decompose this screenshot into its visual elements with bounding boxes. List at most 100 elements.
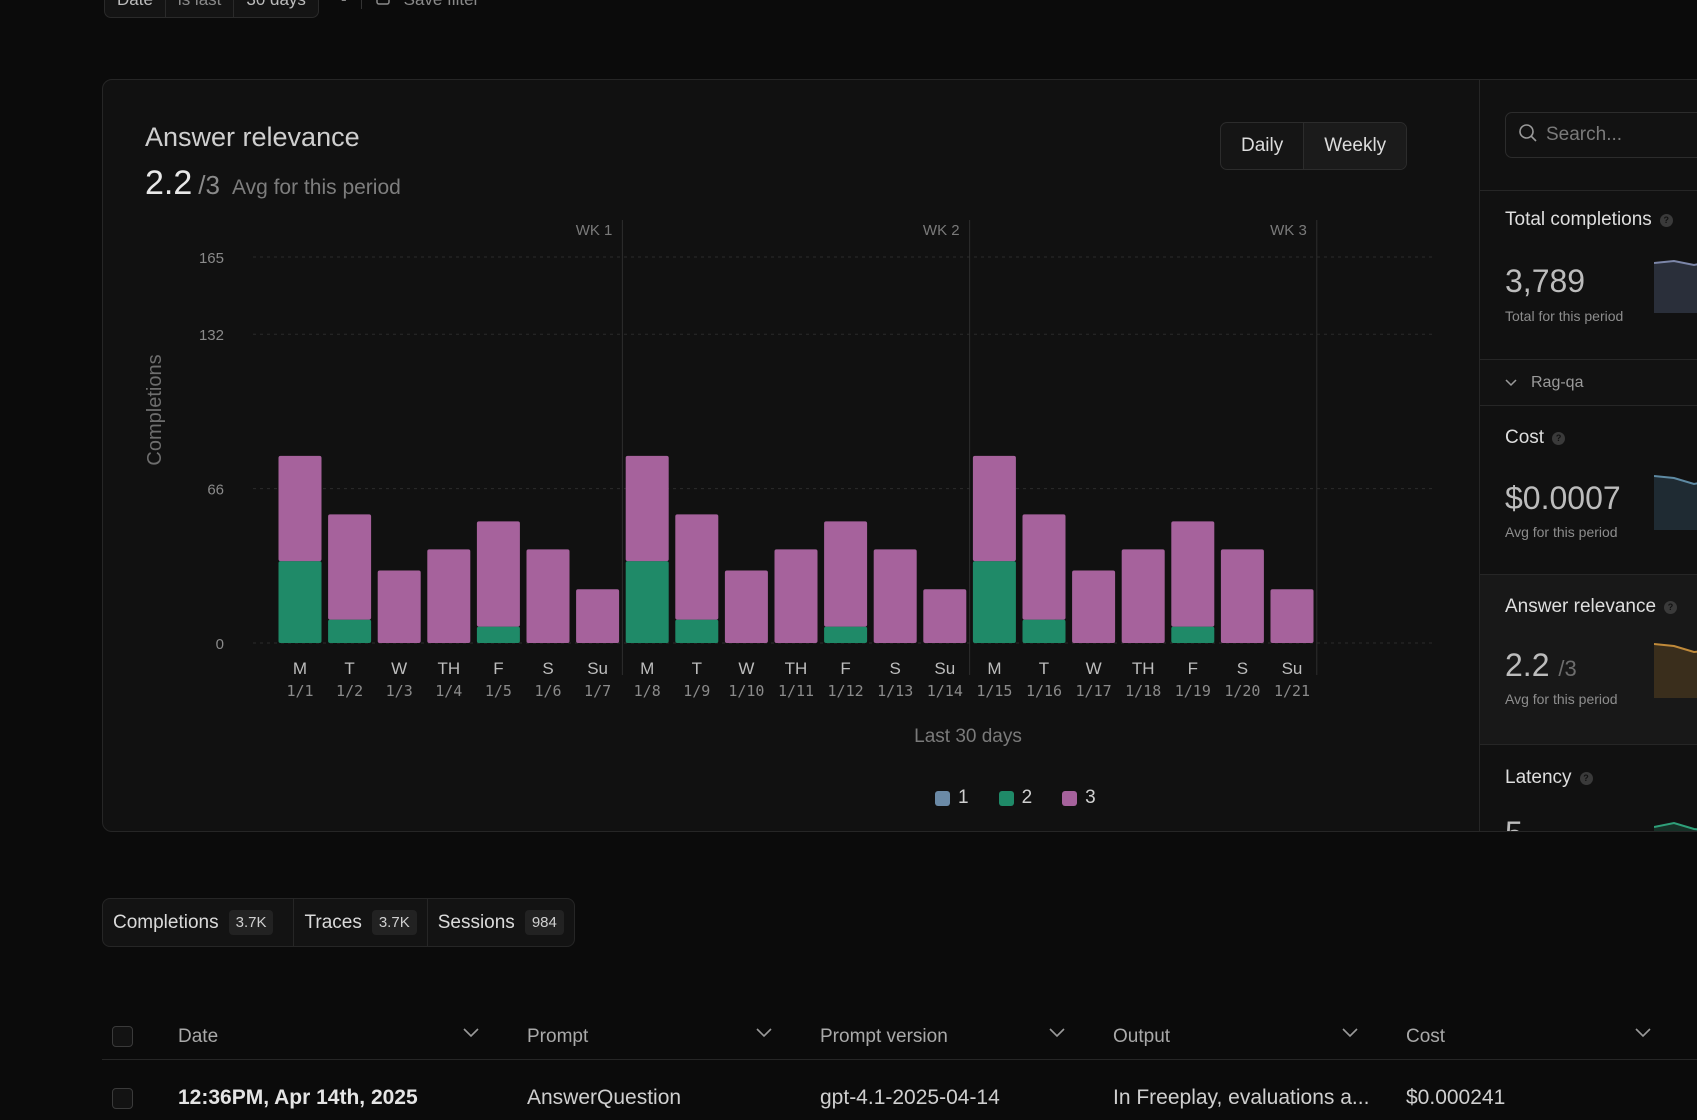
help-icon[interactable]: ? xyxy=(1579,771,1593,785)
cell-cost: $0.000241 xyxy=(1406,1086,1506,1109)
divider xyxy=(360,0,362,9)
x-tick-date: 1/4 xyxy=(435,682,462,700)
chevron-down-icon[interactable] xyxy=(1635,1028,1651,1038)
x-tick-date: 1/15 xyxy=(976,682,1012,700)
bar-segment-series-3 xyxy=(526,549,570,643)
group-rag-qa[interactable]: Rag-qa xyxy=(1480,359,1697,405)
legend-item[interactable]: 1 xyxy=(935,787,969,809)
x-tick-weekday: W xyxy=(738,659,754,678)
filter-field[interactable]: Date xyxy=(105,0,166,17)
x-tick-weekday: M xyxy=(640,659,654,678)
bar-segment-series-3 xyxy=(873,549,917,643)
bar-segment-series-2 xyxy=(278,561,322,643)
help-icon[interactable]: ? xyxy=(1552,431,1566,445)
metric-title: Total completions xyxy=(1505,209,1652,230)
metrics-sidebar: Total completions ? 3,789 Total for this… xyxy=(1479,80,1697,831)
column-header-cost[interactable]: Cost xyxy=(1406,1026,1446,1047)
bar-segment-series-3 xyxy=(377,570,421,643)
x-tick-date: 1/9 xyxy=(683,682,710,700)
period-toggle: Daily Weekly xyxy=(1220,122,1408,170)
select-all-checkbox[interactable] xyxy=(112,1026,133,1047)
bar-segment-series-2 xyxy=(476,626,520,643)
filter-value[interactable]: 30 days xyxy=(234,0,318,17)
help-icon[interactable]: ? xyxy=(1659,213,1673,227)
cell-output: In Freeplay, evaluations a... xyxy=(1113,1086,1370,1109)
bar-segment-series-2 xyxy=(824,626,868,643)
row-checkbox[interactable] xyxy=(112,1088,133,1109)
column-header-date[interactable]: Date xyxy=(178,1026,219,1047)
chevron-down-icon[interactable] xyxy=(756,1028,772,1038)
x-tick-weekday: S xyxy=(890,659,901,678)
bar-segment-series-3 xyxy=(576,589,620,643)
search-input[interactable] xyxy=(1546,124,1696,146)
save-filter-button[interactable]: Save filter xyxy=(404,0,480,10)
view-tabs: Completions 3.7K Traces 3.7K Sessions 98… xyxy=(102,898,575,947)
x-tick-date: 1/5 xyxy=(485,682,512,700)
chevron-down-icon[interactable] xyxy=(1342,1028,1358,1038)
column-header-prompt-version[interactable]: Prompt version xyxy=(820,1026,948,1047)
y-tick-label: 165 xyxy=(199,250,224,267)
legend-item[interactable]: 3 xyxy=(1062,787,1096,809)
avg-denominator: /3 xyxy=(198,170,220,200)
legend-swatch xyxy=(1062,790,1078,806)
tab-count: 984 xyxy=(524,910,564,935)
chevron-down-icon[interactable] xyxy=(463,1028,479,1038)
metric-total-completions[interactable]: Total completions ? 3,789 Total for this… xyxy=(1480,190,1697,359)
legend-label: 3 xyxy=(1085,787,1096,808)
bar-segment-series-3 xyxy=(328,514,372,620)
metric-value: 3,789 xyxy=(1505,263,1586,299)
bar-segment-series-3 xyxy=(1220,549,1264,643)
search-box[interactable] xyxy=(1505,112,1697,158)
y-tick-label: 0 xyxy=(216,636,224,653)
chart-area: Answer relevance 2.2 /3 Avg for this per… xyxy=(103,80,1479,831)
chevron-down-icon[interactable] xyxy=(1049,1028,1065,1038)
tab-completions[interactable]: Completions 3.7K xyxy=(103,899,295,946)
bar-segment-series-3 xyxy=(625,455,669,562)
date-filter-chip[interactable]: Date is last 30 days xyxy=(104,0,319,18)
x-tick-weekday: W xyxy=(391,659,407,678)
bar-segment-series-2 xyxy=(625,561,669,643)
x-tick-weekday: TH xyxy=(1132,659,1155,678)
sparkline-icon xyxy=(1654,821,1697,831)
avg-label: Avg for this period xyxy=(231,176,401,199)
table-row[interactable]: 12:36PM, Apr 14th, 2025 AnswerQuestion g… xyxy=(102,1060,1697,1120)
legend-swatch xyxy=(935,790,950,806)
x-tick-weekday: T xyxy=(1039,659,1049,678)
column-header-output[interactable]: Output xyxy=(1113,1026,1171,1047)
week-label: WK 3 xyxy=(1270,222,1307,239)
bar-segment-series-3 xyxy=(1022,514,1066,620)
table-header: Date Prompt Prompt version Output Cost xyxy=(102,1014,1697,1060)
weekly-button[interactable]: Weekly xyxy=(1304,123,1407,169)
metric-title: Cost xyxy=(1505,427,1545,448)
x-tick-date: 1/20 xyxy=(1224,682,1260,700)
metric-subtitle: Avg for this period xyxy=(1505,691,1618,707)
bar-segment-series-2 xyxy=(1171,626,1215,643)
x-tick-date: 1/1 xyxy=(286,682,313,700)
x-tick-weekday: F xyxy=(840,659,850,678)
y-axis-label: Completions xyxy=(144,354,166,465)
cell-date: 12:36PM, Apr 14th, 2025 xyxy=(178,1086,418,1109)
tab-label: Traces xyxy=(304,911,362,933)
x-tick-weekday: S xyxy=(542,659,553,678)
metric-cost[interactable]: Cost ? $0.0007 Avg for this period xyxy=(1480,405,1697,574)
chart-average: 2.2 /3 Avg for this period xyxy=(145,164,401,203)
stacked-bar-chart: 0 66 132 165 Completions WK 1 WK 2 WK 3 M 1/1 T 1/2… xyxy=(144,220,1435,747)
daily-button[interactable]: Daily xyxy=(1221,123,1305,169)
metric-subtitle: Avg for this period xyxy=(1505,524,1618,540)
metric-latency[interactable]: Latency ? 5 xyxy=(1480,744,1697,831)
legend-label: 2 xyxy=(1021,787,1033,808)
help-icon[interactable]: ? xyxy=(1664,600,1678,614)
bar-segment-series-2 xyxy=(972,561,1016,643)
legend-swatch xyxy=(998,790,1014,806)
tab-traces[interactable]: Traces 3.7K xyxy=(294,899,428,946)
x-tick-weekday: S xyxy=(1237,659,1248,678)
legend-item[interactable]: 2 xyxy=(998,787,1033,809)
filter-operator[interactable]: is last xyxy=(166,0,235,17)
x-tick-date: 1/7 xyxy=(584,682,611,700)
filter-bar: Date is last 30 days - Save filter xyxy=(104,0,479,18)
column-header-prompt[interactable]: Prompt xyxy=(527,1026,589,1047)
tab-count: 3.7K xyxy=(371,910,417,935)
metric-answer-relevance[interactable]: Answer relevance ? 2.2 /3 Avg for this p… xyxy=(1480,574,1697,744)
tab-sessions[interactable]: Sessions 984 xyxy=(428,899,574,946)
sparkline-icon xyxy=(1654,643,1697,698)
